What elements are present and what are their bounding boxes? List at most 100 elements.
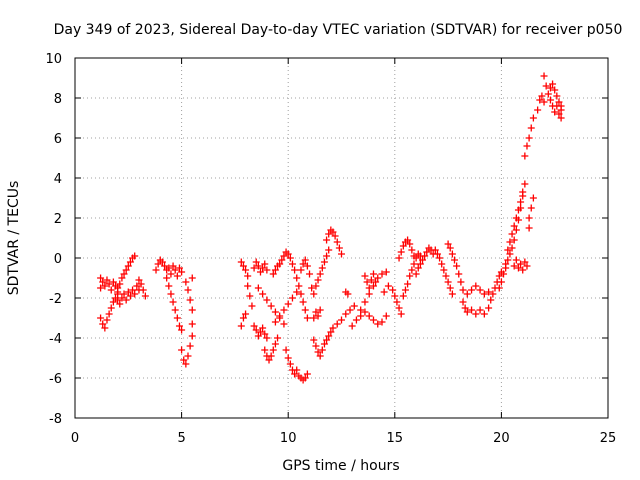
data-point [114, 290, 122, 298]
data-point [126, 292, 134, 300]
data-point [310, 314, 318, 322]
y-tick-label: -2 [49, 292, 62, 307]
data-point [508, 244, 516, 252]
data-point [261, 346, 269, 354]
data-point [506, 250, 514, 258]
data-point [246, 292, 254, 300]
data-point [361, 308, 369, 316]
data-point [331, 232, 339, 240]
data-point [122, 266, 130, 274]
data-point [118, 294, 126, 302]
data-point [271, 266, 279, 274]
data-point [242, 310, 250, 318]
x-tick-labels: 0 5 10 15 20 25 [71, 431, 616, 446]
data-point [99, 320, 107, 328]
data-point [303, 262, 311, 270]
data-point [382, 312, 390, 320]
data-point [103, 276, 111, 284]
data-point [529, 194, 537, 202]
data-point [365, 312, 373, 320]
data-point [431, 246, 439, 254]
data-point [308, 284, 316, 292]
data-point [448, 290, 456, 298]
data-point [318, 264, 326, 272]
data-point [169, 262, 177, 270]
data-point [472, 282, 480, 290]
data-point [314, 348, 322, 356]
data-point [124, 288, 132, 296]
data-point [448, 250, 456, 258]
data-point [188, 320, 196, 328]
data-point [540, 98, 548, 106]
data-point [480, 310, 488, 318]
data-point [105, 310, 113, 318]
data-point [444, 240, 452, 248]
data-point [186, 342, 194, 350]
data-point [446, 284, 454, 292]
data-point [276, 312, 284, 320]
data-point [416, 260, 424, 268]
data-point [519, 188, 527, 196]
data-point [293, 288, 301, 296]
data-point [306, 270, 314, 278]
data-point [284, 250, 292, 258]
data-point [504, 256, 512, 264]
x-tick-label: 5 [177, 431, 185, 446]
data-point [412, 254, 420, 262]
data-point [310, 290, 318, 298]
data-point [404, 236, 412, 244]
data-point [116, 300, 124, 308]
data-point [534, 106, 542, 114]
data-point [399, 292, 407, 300]
data-point [259, 324, 267, 332]
plot-frame [74, 57, 609, 419]
data-point [259, 264, 267, 272]
data-point [109, 278, 117, 286]
y-tick-label: 6 [54, 132, 62, 147]
data-point [256, 268, 264, 276]
grid-lines [75, 58, 608, 418]
data-point [169, 298, 177, 306]
y-axis-label: SDTVAR / TECUs [6, 181, 22, 296]
data-point [269, 270, 277, 278]
data-point [267, 302, 275, 310]
data-point [510, 236, 518, 244]
data-point [118, 274, 126, 282]
data-point [114, 296, 122, 304]
data-point [472, 310, 480, 318]
data-point [365, 284, 373, 292]
data-point [133, 282, 141, 290]
data-point [444, 278, 452, 286]
data-point [480, 290, 488, 298]
data-point [397, 248, 405, 256]
data-point [391, 292, 399, 300]
data-point [329, 228, 337, 236]
data-point [171, 306, 179, 314]
data-point [525, 224, 533, 232]
data-point [165, 264, 173, 272]
data-point [382, 268, 390, 276]
data-point [303, 370, 311, 378]
data-point [129, 286, 137, 294]
data-point [365, 290, 373, 298]
data-point [131, 252, 139, 260]
data-point [485, 304, 493, 312]
data-point [512, 226, 520, 234]
data-point [527, 204, 535, 212]
data-point [508, 230, 516, 238]
data-point [399, 242, 407, 250]
data-point [357, 312, 365, 320]
data-point [361, 298, 369, 306]
data-point [167, 270, 175, 278]
data-point [557, 102, 565, 110]
y-tick-label: 2 [54, 212, 62, 227]
data-point [263, 334, 271, 342]
data-point [99, 278, 107, 286]
x-tick-label: 15 [387, 431, 404, 446]
data-point [178, 346, 186, 354]
data-point [372, 278, 380, 286]
data-point [525, 134, 533, 142]
data-point [167, 290, 175, 298]
data-point [175, 322, 183, 330]
